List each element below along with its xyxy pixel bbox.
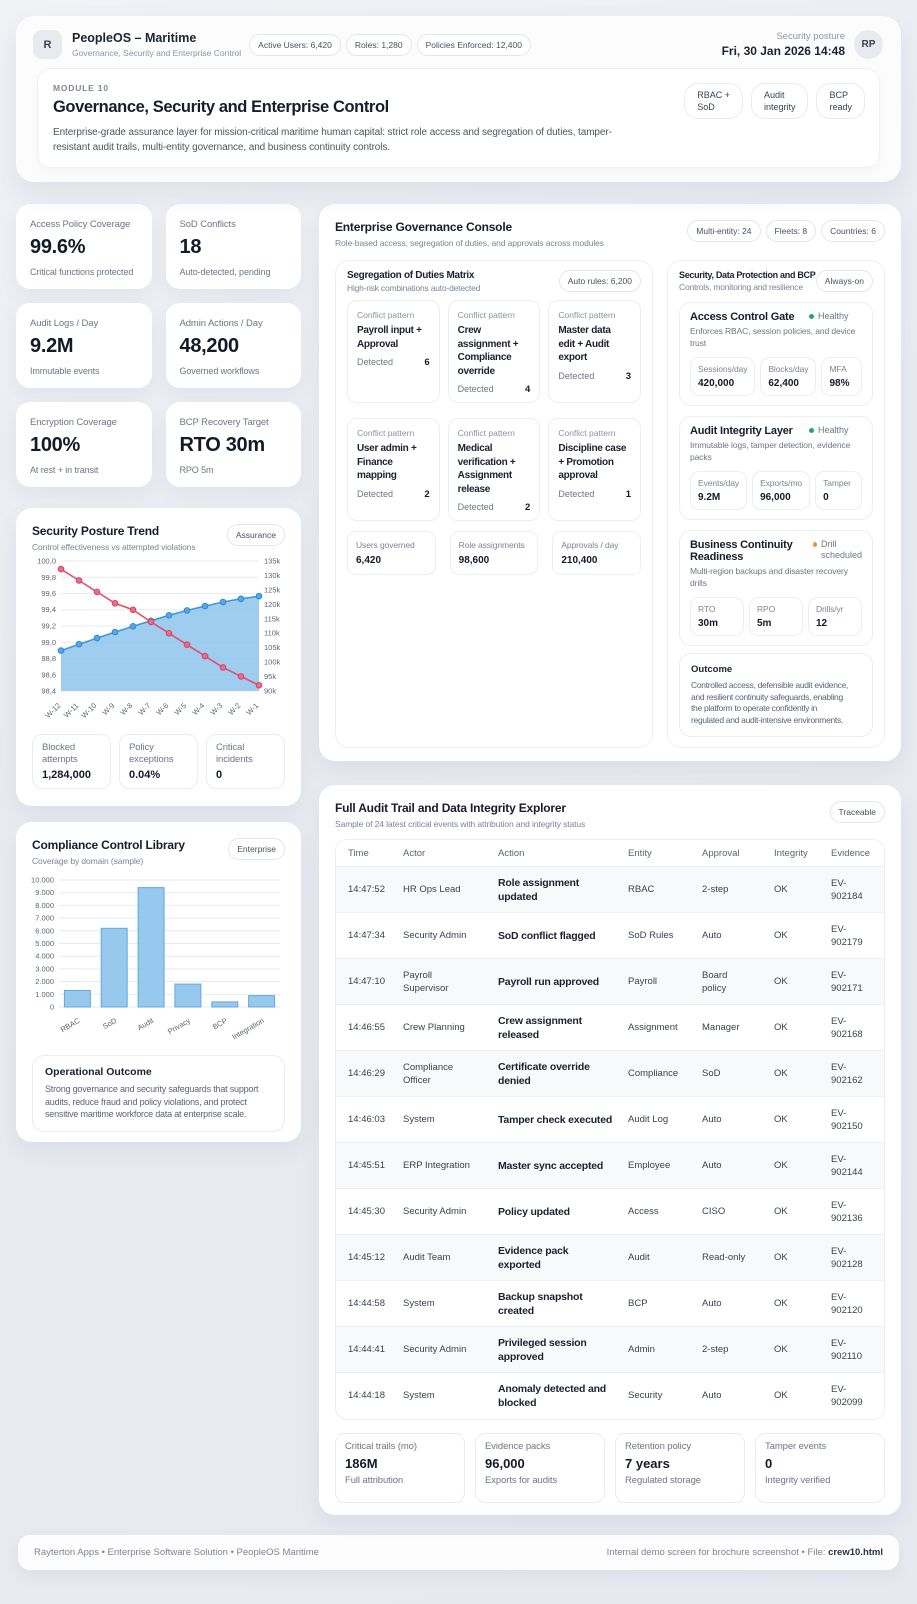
svg-text:2.000: 2.000 xyxy=(35,977,54,986)
svg-text:W-6: W-6 xyxy=(154,701,170,717)
svg-text:BCP: BCP xyxy=(211,1016,229,1032)
svg-text:5.000: 5.000 xyxy=(35,939,54,948)
svg-text:99,4: 99,4 xyxy=(41,605,56,614)
svg-text:1.000: 1.000 xyxy=(35,990,54,999)
svg-text:W-5: W-5 xyxy=(172,701,188,717)
svg-text:W-3: W-3 xyxy=(208,701,224,717)
svg-text:99,6: 99,6 xyxy=(41,589,56,598)
svg-text:99,2: 99,2 xyxy=(41,622,56,631)
svg-text:RBAC: RBAC xyxy=(59,1016,82,1035)
svg-text:W-1: W-1 xyxy=(244,701,260,717)
svg-text:105k: 105k xyxy=(264,643,281,652)
svg-text:90k: 90k xyxy=(264,687,276,696)
svg-text:130k: 130k xyxy=(264,571,281,580)
svg-text:10.000: 10.000 xyxy=(31,876,54,885)
svg-text:95k: 95k xyxy=(264,672,276,681)
svg-text:W-2: W-2 xyxy=(226,701,242,717)
svg-text:98,6: 98,6 xyxy=(41,670,56,679)
svg-text:100k: 100k xyxy=(264,658,281,667)
svg-text:W-7: W-7 xyxy=(136,701,152,717)
svg-text:3.000: 3.000 xyxy=(35,964,54,973)
svg-text:99,0: 99,0 xyxy=(41,638,56,647)
svg-text:7.000: 7.000 xyxy=(35,914,54,923)
svg-text:Integration: Integration xyxy=(230,1016,265,1040)
svg-text:98,4: 98,4 xyxy=(41,687,56,696)
svg-text:Privacy: Privacy xyxy=(166,1016,192,1036)
svg-text:115k: 115k xyxy=(264,614,280,623)
svg-text:99,8: 99,8 xyxy=(41,573,56,582)
svg-text:W-11: W-11 xyxy=(62,701,81,720)
svg-text:W-4: W-4 xyxy=(190,701,206,717)
svg-text:0: 0 xyxy=(50,1003,54,1012)
svg-text:8.000: 8.000 xyxy=(35,901,54,910)
svg-text:135k: 135k xyxy=(264,557,281,566)
svg-text:W-9: W-9 xyxy=(100,701,116,717)
svg-text:W-10: W-10 xyxy=(79,701,98,720)
svg-text:Audit: Audit xyxy=(136,1015,156,1032)
svg-text:120k: 120k xyxy=(264,600,281,609)
svg-text:W-8: W-8 xyxy=(118,701,134,717)
svg-text:9.000: 9.000 xyxy=(35,888,54,897)
svg-text:125k: 125k xyxy=(264,585,281,594)
svg-text:SoD: SoD xyxy=(101,1016,119,1031)
svg-text:98,8: 98,8 xyxy=(41,654,56,663)
svg-text:110k: 110k xyxy=(264,629,280,638)
svg-text:W-12: W-12 xyxy=(43,701,62,720)
svg-text:4.000: 4.000 xyxy=(35,952,54,961)
svg-text:100,0: 100,0 xyxy=(37,557,56,566)
svg-text:6.000: 6.000 xyxy=(35,926,54,935)
